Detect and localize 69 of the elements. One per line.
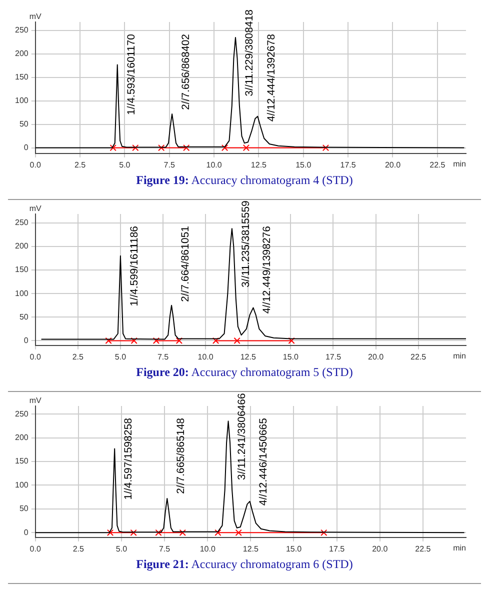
x-tick-label: 7.5 [164, 160, 176, 170]
x-tick-label: 0.0 [30, 352, 42, 362]
y-tick-label: 200 [14, 242, 29, 251]
y-axis-title: mV [29, 396, 42, 406]
x-tick-label: 20.0 [368, 352, 384, 362]
x-tick-label: 17.5 [329, 544, 346, 554]
y-tick-label: 250 [14, 218, 29, 228]
x-tick-label: 7.5 [158, 544, 171, 554]
x-tick-label: 5.0 [114, 352, 127, 362]
x-tick-label: 5.0 [116, 544, 128, 554]
x-tick-label: 22.5 [415, 544, 432, 554]
annotation: 2//7.665/865148 [175, 418, 188, 494]
x-tick-label: 15.0 [286, 544, 302, 554]
x-tick-label: 0.0 [30, 544, 42, 554]
caption: Figure 21: Accuracy chromatogram 6 (STD) [136, 557, 353, 571]
y-tick-label: 100 [14, 96, 29, 106]
x-tick-label: 0.0 [30, 160, 42, 170]
x-axis-title: min [453, 160, 466, 169]
annotation: 3//11.241/3806466 [236, 393, 248, 480]
x-tick-label: 2.5 [72, 544, 85, 554]
x-tick-label: 10.0 [200, 544, 216, 554]
x-tick-label: 12.5 [240, 352, 256, 362]
annotation: 2//7.664/861051 [179, 226, 192, 302]
x-tick-label: 2.5 [72, 352, 84, 362]
x-tick-label: 12.5 [250, 160, 268, 170]
annotation: 1//4.593/1601170 [125, 34, 138, 115]
annotation: 1//4.597/1598258 [122, 418, 134, 500]
y-tick-label: 200 [14, 49, 29, 58]
annotation: 4//12.449/1398276 [261, 226, 274, 314]
y-axis-title: mV [29, 12, 42, 22]
x-tick-label: 12.5 [242, 544, 260, 554]
annotation: 4//12.446/1450665 [258, 418, 270, 506]
y-tick-label: 0 [24, 528, 29, 537]
x-tick-label: 22.5 [410, 352, 427, 362]
y-tick-label: 100 [14, 480, 29, 490]
annotation: 3//11.229/3808418 [243, 9, 256, 96]
y-tick-label: 150 [14, 265, 29, 274]
x-axis-title: min [453, 544, 466, 553]
x-tick-label: 5.0 [119, 160, 131, 170]
y-tick-label: 50 [19, 312, 29, 322]
y-tick-label: 200 [14, 432, 29, 442]
y-tick-label: 100 [14, 288, 29, 298]
x-tick-label: 2.5 [74, 160, 86, 170]
y-axis-title: mV [29, 204, 42, 214]
x-tick-label: 17.5 [325, 352, 342, 362]
x-tick-label: 17.5 [340, 160, 356, 170]
x-tick-label: 10.0 [198, 352, 214, 362]
x-axis-title: min [453, 352, 466, 361]
caption: Figure 20: Accuracy chromatogram 5 (STD) [136, 365, 353, 379]
annotation: 2//7.656/868402 [180, 34, 192, 110]
y-tick-label: 250 [14, 409, 29, 418]
annotation: 4//12.444/1392678 [266, 34, 278, 122]
y-tick-label: 250 [14, 26, 29, 35]
x-tick-label: 7.5 [157, 352, 170, 362]
y-tick-label: 150 [14, 72, 29, 82]
x-tick-label: 15.0 [296, 160, 312, 170]
x-tick-label: 20.0 [384, 160, 402, 170]
annotation: 1//4.599/1611186 [128, 226, 140, 306]
x-tick-label: 15.0 [282, 352, 300, 362]
y-tick-label: 50 [19, 504, 29, 514]
x-tick-label: 20.0 [372, 544, 388, 554]
caption: Figure 19: Accuracy chromatogram 4 (STD) [136, 173, 353, 187]
annotation: 3//11.235/3815559 [240, 200, 252, 288]
y-tick-label: 50 [19, 120, 29, 129]
x-tick-label: 22.5 [430, 160, 446, 170]
x-tick-label: 10.0 [206, 160, 222, 170]
y-tick-label: 0 [24, 336, 29, 345]
y-tick-label: 0 [24, 142, 29, 152]
y-tick-label: 150 [14, 456, 29, 466]
